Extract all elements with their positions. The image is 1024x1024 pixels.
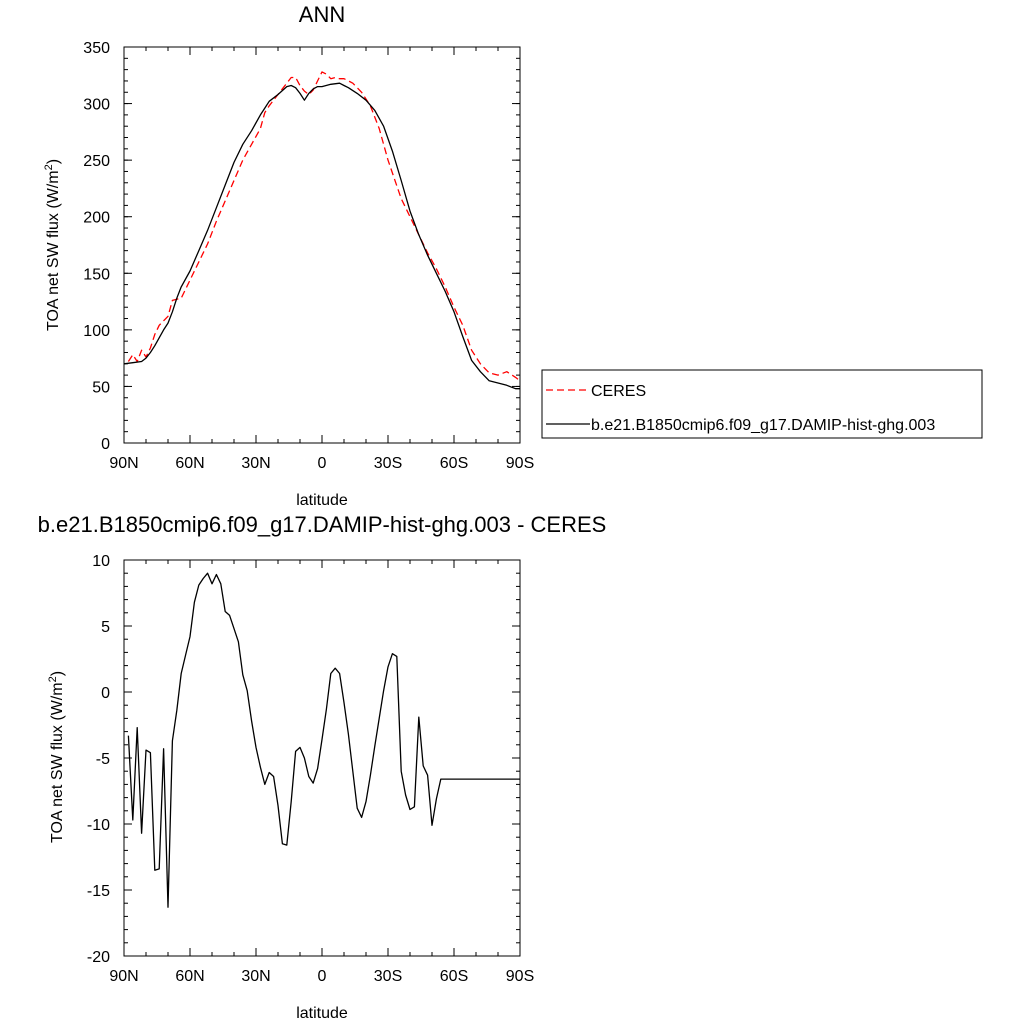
chart2-ytick-label: -10 [87, 817, 110, 834]
chart2-xtick-label: 90N [109, 968, 138, 985]
chart2-xtick-label: 30S [374, 968, 402, 985]
chart1-ytick-label: 100 [83, 323, 110, 340]
chart1-ytick-label: 250 [83, 153, 110, 170]
chart2-ytick-label: 5 [101, 619, 110, 636]
chart1-xtick-label: 90N [109, 455, 138, 472]
chart-annual-mean: ANN 0 50 100 150 200 250 300 350 90N 60N 30N 0 30S 60… [43, 2, 983, 509]
chart1-series-b-e21-b1850cmip6-f09-g17-damip-hist-ghg-003 [123, 82, 520, 390]
chart-difference: b.e21.B1850cmip6.f09_g17.DAMIP-hist-ghg.… [38, 512, 607, 1022]
chart2-ylabel: TOA net SW flux (W/m2) [47, 671, 66, 843]
chart1-xtick-label: 60N [175, 455, 204, 472]
legend-box [541, 369, 983, 439]
chart1-ytick-label: 0 [101, 436, 110, 453]
chart1-ytick-label: 300 [83, 97, 110, 114]
chart2-series-difference [127, 572, 520, 908]
chart1-ytick-label: 200 [83, 210, 110, 227]
chart2-plot-frame [123, 559, 521, 957]
chart1-xtick-label: 60S [440, 455, 468, 472]
chart1-ylabel-sup: 2 [43, 164, 55, 170]
chart1-xtick-label: 0 [318, 455, 327, 472]
chart2-xtick-label: 90S [506, 968, 534, 985]
chart2-xtick-label: 60S [440, 968, 468, 985]
chart1-ylabel-main: TOA net SW flux (W/m [45, 170, 62, 331]
chart1-xtick-label: 90S [506, 455, 534, 472]
chart1-xtick-label: 30S [374, 455, 402, 472]
chart1-ylabel: TOA net SW flux (W/m2) [43, 159, 62, 331]
chart2-title: b.e21.B1850cmip6.f09_g17.DAMIP-hist-ghg.… [38, 512, 607, 537]
chart1-ylabel-end: ) [45, 159, 62, 164]
chart2-xtick-label: 30N [241, 968, 270, 985]
chart2-ytick-label: 10 [92, 553, 110, 570]
chart2-ylabel-end: ) [49, 671, 66, 676]
chart2-ytick-label: -20 [87, 949, 110, 966]
chart1-xlabel: latitude [296, 492, 348, 509]
chart1-ytick-label: 50 [92, 379, 110, 396]
legend-label-ceres: CERES [591, 383, 646, 400]
chart2-ytick-label: -15 [87, 883, 110, 900]
chart1-ytick-label: 350 [83, 40, 110, 57]
chart2-ylabel-sup: 2 [47, 676, 59, 682]
chart2-ylabel-main: TOA net SW flux (W/m [49, 682, 66, 843]
legend-label-model: b.e21.B1850cmip6.f09_g17.DAMIP-hist-ghg.… [591, 417, 935, 434]
chart2-xtick-label: 0 [318, 968, 327, 985]
chart2-xtick-label: 60N [175, 968, 204, 985]
chart1-legend: CERES b.e21.B1850cmip6.f09_g17.DAMIP-his… [541, 369, 983, 439]
chart2-ytick-label: 0 [101, 685, 110, 702]
chart1-title: ANN [299, 2, 345, 27]
chart1-ytick-label: 150 [83, 266, 110, 283]
chart2-xlabel: latitude [296, 1005, 348, 1022]
chart1-xtick-label: 30N [241, 455, 270, 472]
chart2-ytick-label: -5 [96, 751, 110, 768]
chart1-series-ceres [127, 71, 521, 382]
chart1-plot-frame [123, 46, 521, 444]
